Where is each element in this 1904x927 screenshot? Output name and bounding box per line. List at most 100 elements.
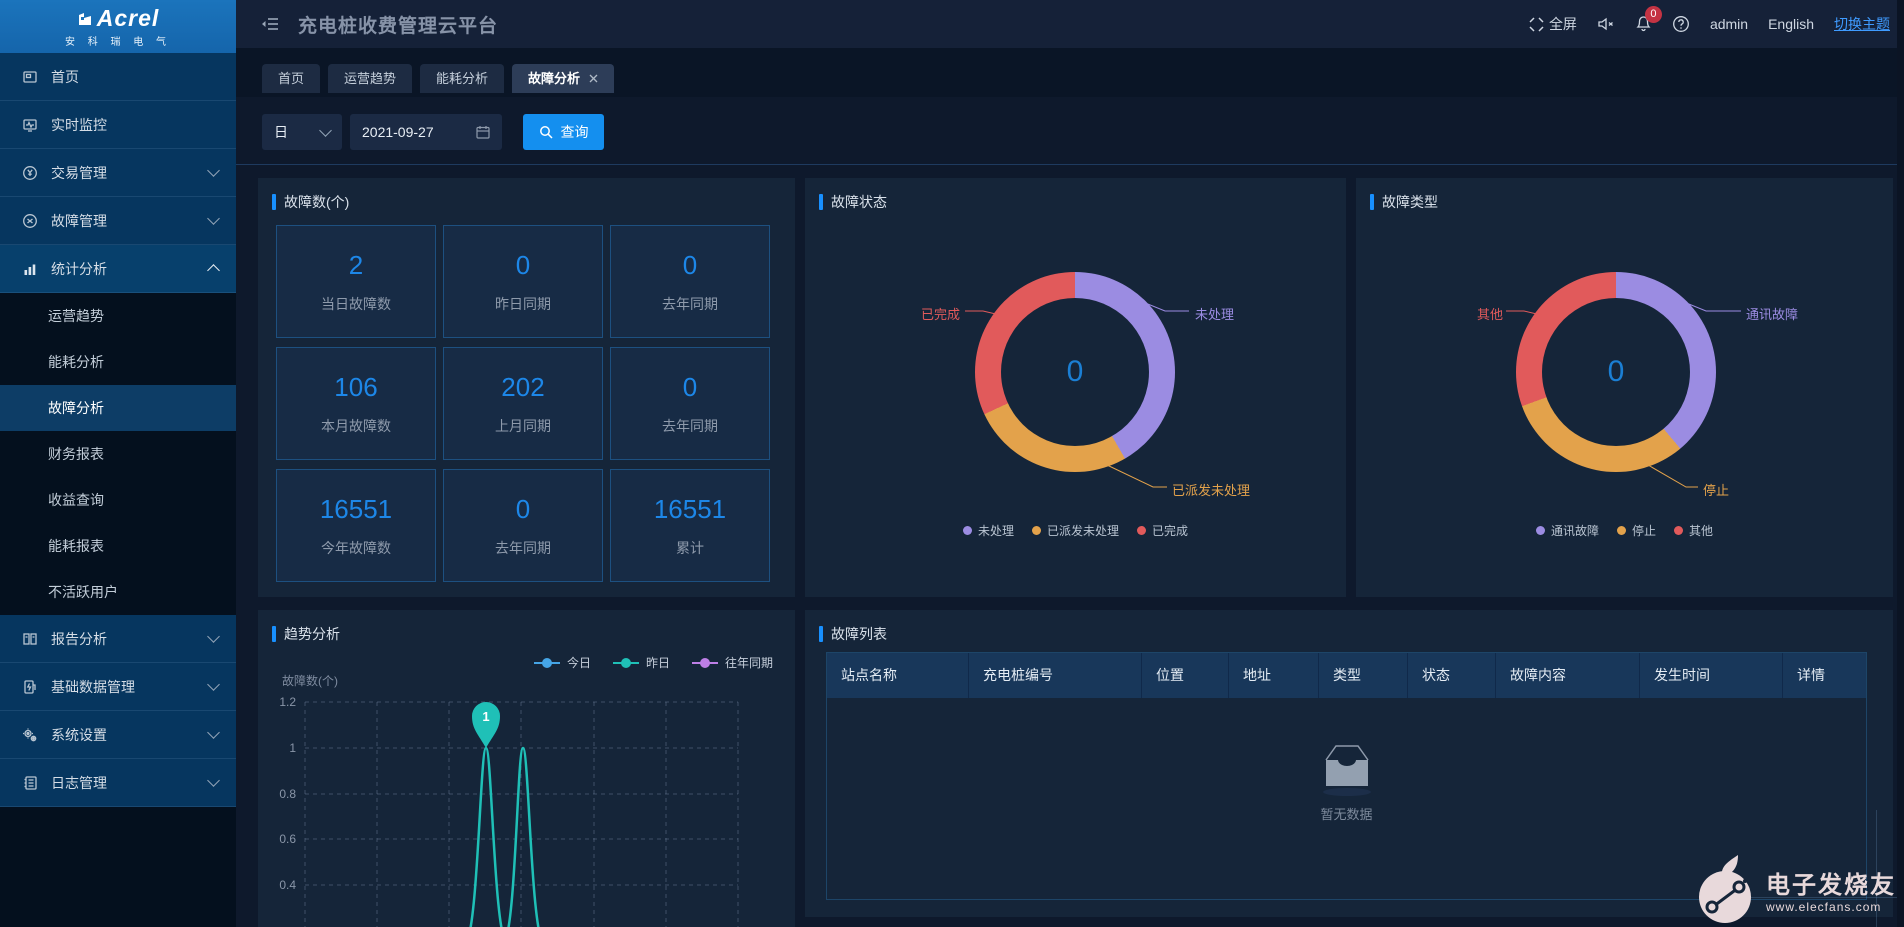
sidebar-item-home[interactable]: 首页 [0, 53, 236, 101]
subitem-label: 不活跃用户 [48, 584, 118, 600]
chevron-down-icon [207, 774, 220, 787]
sidebar-item-stats[interactable]: 统计分析 [0, 245, 236, 293]
help-icon[interactable] [1672, 15, 1690, 33]
legend-item-today[interactable]: 今日 [533, 654, 591, 671]
chevron-down-icon [207, 726, 220, 739]
tab-bar: 首页 运营趋势 能耗分析 故障分析 [236, 48, 1904, 97]
gears-icon [23, 728, 37, 741]
menu-fold-icon[interactable] [260, 14, 280, 34]
legend-label: 往年同期 [724, 656, 773, 670]
sidebar-item-logs[interactable]: 日志管理 [0, 759, 236, 807]
search-button[interactable]: 查询 [523, 114, 604, 150]
column-header-pile-id[interactable]: 充电桩编号 [969, 653, 1142, 698]
trend-legend: 今日 昨日 往年同期 [533, 654, 773, 671]
stat-card: 16551 累计 [610, 469, 770, 582]
fault-status-panel: 故障状态 0 已完成 未处理 已派发未处理 未处理 已派发未处理 已完成 [805, 178, 1346, 597]
donut-center-value: 0 [1066, 355, 1084, 388]
legend-label: 其他 [1689, 524, 1714, 538]
fault-type-panel: 故障类型 0 其他 通讯故障 停止 通讯故障 停止 其他 [1356, 178, 1893, 597]
column-header-fault-content[interactable]: 故障内容 [1496, 653, 1640, 698]
legend-dot [1535, 526, 1545, 535]
bell-icon [1636, 15, 1651, 31]
legend-item-stopped[interactable]: 停止 [1616, 522, 1656, 539]
fault-count-panel: 故障数(个) 2 当日故障数 0 昨日同期 0 去年同期 106 本月故障数 202 上月… [258, 178, 795, 597]
column-header-position[interactable]: 位置 [1142, 653, 1229, 698]
legend-item-comm-fault[interactable]: 通讯故障 [1535, 522, 1599, 539]
column-header-address[interactable]: 地址 [1229, 653, 1319, 698]
fullscreen-button[interactable]: 全屏 [1529, 14, 1577, 34]
tab-fault-analysis[interactable]: 故障分析 [512, 64, 615, 93]
sidebar-item-fault-mgmt[interactable]: 故障管理 [0, 197, 236, 245]
sidebar-item-trade[interactable]: 交易管理 [0, 149, 236, 197]
legend-item-yesterday[interactable]: 昨日 [612, 654, 670, 671]
home-icon [23, 70, 37, 83]
legend-item-unhandled[interactable]: 未处理 [962, 522, 1014, 539]
sidebar-subitem-finance-report[interactable]: 财务报表 [0, 431, 236, 477]
sidebar-subitem-operation-trend[interactable]: 运营趋势 [0, 293, 236, 339]
legend-item-completed[interactable]: 已完成 [1137, 522, 1188, 539]
sidebar-subitem-energy-report[interactable]: 能耗报表 [0, 523, 236, 569]
panel-title: 故障状态 [819, 192, 887, 212]
fault-type-legend: 通讯故障 停止 其他 [1356, 522, 1893, 539]
column-header-type[interactable]: 类型 [1319, 653, 1408, 698]
stat-card: 0 去年同期 [610, 225, 770, 338]
tab-operation-trend[interactable]: 运营趋势 [328, 64, 413, 93]
brand-logo: Acrel 安 科 瑞 电 气 [0, 0, 236, 53]
donut-callout-unhandled: 未处理 [1195, 307, 1235, 322]
watermark-url: www.elecfans.com [1766, 899, 1882, 914]
scrollbar-track[interactable] [1897, 0, 1904, 927]
period-select[interactable]: 日 [262, 114, 342, 150]
notifications-button[interactable]: 0 [1635, 5, 1662, 35]
tab-energy-analysis[interactable]: 能耗分析 [420, 64, 505, 93]
subitem-label: 能耗分析 [48, 354, 104, 370]
sidebar-item-monitor[interactable]: 实时监控 [0, 101, 236, 149]
sidebar-item-base-data[interactable]: 基础数据管理 [0, 663, 236, 711]
chevron-down-icon [207, 212, 220, 225]
chevron-down-icon [207, 164, 220, 177]
sidebar-subitem-income-query[interactable]: 收益查询 [0, 477, 236, 523]
sidebar: Acrel 安 科 瑞 电 气 首页 实时监控 交易管理 故障管理 统计分析 [0, 0, 236, 927]
column-header-status[interactable]: 状态 [1408, 653, 1496, 698]
period-value: 日 [274, 124, 288, 140]
panel-title: 故障列表 [819, 624, 887, 644]
panel-title: 故障类型 [1370, 192, 1438, 212]
elecfans-logo-icon [1699, 855, 1751, 923]
language-toggle[interactable]: English [1768, 16, 1814, 32]
chevron-down-icon [319, 123, 332, 137]
sidebar-subitem-inactive-users[interactable]: 不活跃用户 [0, 569, 236, 615]
column-header-detail[interactable]: 详情 [1797, 667, 1825, 683]
subitem-label: 能耗报表 [48, 538, 104, 554]
fault-status-donut-chart[interactable] [975, 272, 1175, 472]
legend-item-last-year[interactable]: 往年同期 [691, 654, 773, 671]
date-input[interactable]: 2021-09-27 [350, 114, 502, 150]
top-header: 充电桩收费管理云平台 全屏 0 admin English 切换主题 [236, 0, 1904, 48]
sidebar-subitem-fault-analysis[interactable]: 故障分析 [0, 385, 236, 431]
theme-toggle-link[interactable]: 切换主题 [1834, 16, 1890, 32]
yuan-circle-icon [23, 165, 37, 180]
legend-label: 昨日 [645, 656, 670, 670]
mute-icon[interactable] [1597, 16, 1615, 32]
fault-list-panel: 故障列表 站点名称 充电桩编号 位置 地址 类型 状态 故障内容 发生时间 详情 [805, 610, 1893, 917]
sidebar-subitem-energy-analysis[interactable]: 能耗分析 [0, 339, 236, 385]
table-body: 暂无数据 [827, 698, 1866, 899]
panel-title: 故障数(个) [272, 192, 349, 212]
sidebar-item-settings[interactable]: 系统设置 [0, 711, 236, 759]
tab-home[interactable]: 首页 [262, 64, 321, 93]
user-menu[interactable]: admin [1709, 16, 1749, 32]
fault-type-donut-chart[interactable] [1516, 272, 1716, 472]
charging-pile-icon [24, 679, 36, 694]
stat-label: 去年同期 [662, 417, 718, 434]
trend-line-chart[interactable]: 1 [258, 610, 795, 927]
donut-callout-comm-fault: 通讯故障 [1746, 307, 1799, 322]
stat-card: 2 当日故障数 [276, 225, 436, 338]
column-header-station[interactable]: 站点名称 [827, 653, 969, 698]
stat-card: 106 本月故障数 [276, 347, 436, 460]
column-header-occur-time[interactable]: 发生时间 [1640, 653, 1783, 698]
close-icon[interactable] [589, 74, 598, 83]
site-watermark: 电子发烧友 www.elecfans.com [1694, 853, 1896, 925]
legend-item-other[interactable]: 其他 [1674, 522, 1713, 539]
sidebar-item-report-analysis[interactable]: 报告分析 [0, 615, 236, 663]
empty-state: 暂无数据 [827, 740, 1866, 823]
legend-item-dispatched[interactable]: 已派发未处理 [1031, 522, 1119, 539]
